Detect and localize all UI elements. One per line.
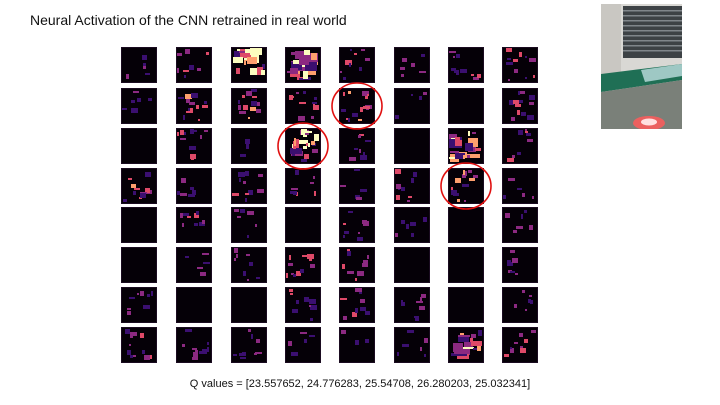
activation-map bbox=[502, 327, 538, 363]
activation-map bbox=[502, 88, 538, 124]
activation-map bbox=[502, 47, 538, 83]
activation-map bbox=[502, 207, 538, 243]
activation-map bbox=[394, 247, 430, 283]
activation-map bbox=[448, 88, 484, 124]
activation-map bbox=[121, 287, 157, 323]
activation-map bbox=[176, 287, 212, 323]
activation-map bbox=[231, 327, 267, 363]
activation-map bbox=[231, 247, 267, 283]
activation-map bbox=[231, 47, 267, 83]
activation-map bbox=[448, 168, 484, 204]
activation-map bbox=[502, 247, 538, 283]
activation-map bbox=[394, 327, 430, 363]
activation-map bbox=[121, 47, 157, 83]
activation-map bbox=[502, 128, 538, 164]
activation-map bbox=[394, 287, 430, 323]
activation-grid bbox=[121, 47, 539, 365]
activation-map bbox=[448, 327, 484, 363]
activation-map bbox=[285, 247, 321, 283]
activation-map bbox=[394, 88, 430, 124]
activation-map bbox=[176, 327, 212, 363]
activation-map bbox=[176, 88, 212, 124]
activation-map bbox=[121, 128, 157, 164]
activation-map bbox=[231, 88, 267, 124]
activation-map bbox=[121, 247, 157, 283]
activation-map bbox=[339, 168, 375, 204]
activation-map bbox=[121, 327, 157, 363]
activation-map bbox=[121, 207, 157, 243]
activation-map bbox=[285, 88, 321, 124]
activation-map bbox=[231, 128, 267, 164]
activation-map bbox=[502, 287, 538, 323]
activation-map bbox=[394, 128, 430, 164]
activation-map bbox=[502, 168, 538, 204]
activation-map bbox=[176, 247, 212, 283]
activation-map bbox=[448, 47, 484, 83]
activation-map bbox=[285, 287, 321, 323]
activation-map bbox=[339, 47, 375, 83]
activation-map bbox=[448, 207, 484, 243]
camera-photo bbox=[601, 4, 682, 129]
activation-map bbox=[176, 168, 212, 204]
activation-map bbox=[231, 287, 267, 323]
activation-map bbox=[121, 88, 157, 124]
activation-map bbox=[394, 47, 430, 83]
activation-map bbox=[339, 327, 375, 363]
activation-map bbox=[394, 168, 430, 204]
activation-map bbox=[448, 247, 484, 283]
activation-map bbox=[231, 207, 267, 243]
activation-map bbox=[176, 47, 212, 83]
activation-map bbox=[448, 287, 484, 323]
activation-map bbox=[394, 207, 430, 243]
activation-map bbox=[176, 128, 212, 164]
activation-map bbox=[285, 168, 321, 204]
activation-map bbox=[339, 128, 375, 164]
activation-map bbox=[285, 207, 321, 243]
activation-map bbox=[285, 47, 321, 83]
camera-photo-image bbox=[601, 4, 682, 129]
activation-map bbox=[339, 287, 375, 323]
activation-map bbox=[448, 128, 484, 164]
q-values-caption: Q values = [23.557652, 24.776283, 25.547… bbox=[189, 378, 531, 390]
activation-map bbox=[339, 207, 375, 243]
activation-map bbox=[121, 168, 157, 204]
slide-title: Neural Activation of the CNN retrained i… bbox=[30, 12, 347, 28]
activation-map bbox=[176, 207, 212, 243]
activation-map bbox=[231, 168, 267, 204]
activation-map bbox=[285, 327, 321, 363]
activation-map bbox=[339, 88, 375, 124]
activation-map bbox=[339, 247, 375, 283]
activation-map bbox=[285, 128, 321, 164]
